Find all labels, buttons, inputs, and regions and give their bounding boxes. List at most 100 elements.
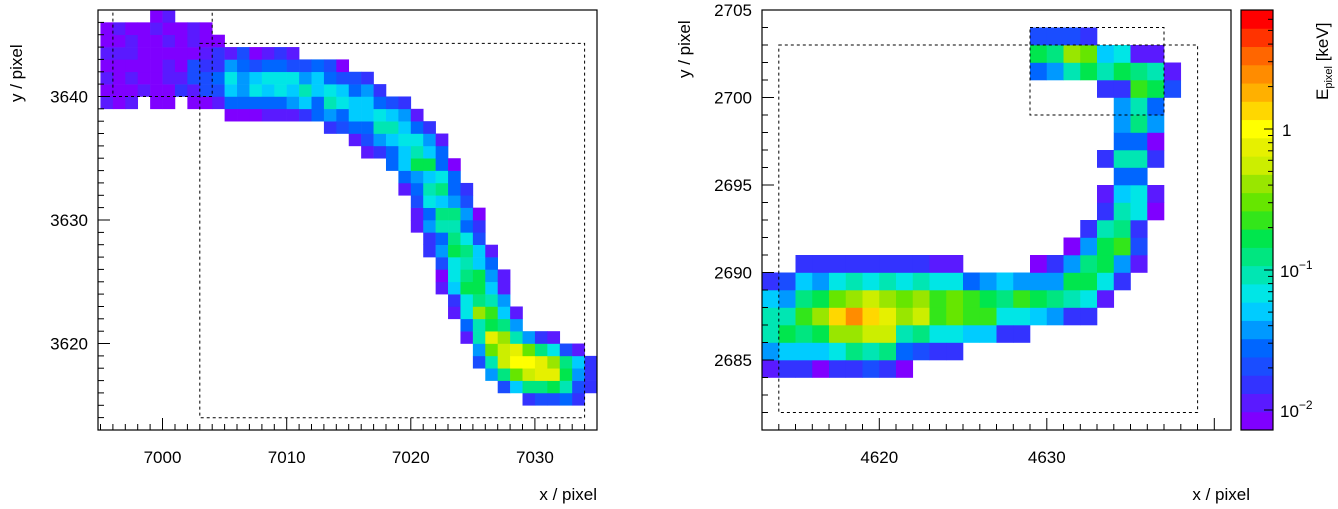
- heatmap-cell: [1013, 307, 1031, 326]
- left-x-axis-label: x / pixel: [539, 485, 597, 504]
- heatmap-cell: [162, 96, 176, 110]
- heatmap-cell: [485, 331, 498, 344]
- colorbar: 1 10−1 10−2 Epixel [keV]: [1240, 9, 1335, 431]
- heatmap-cell: [1130, 237, 1148, 256]
- heatmap-cell: [274, 47, 287, 60]
- heatmap-cell: [1080, 62, 1098, 81]
- heatmap-cell: [472, 207, 486, 221]
- heatmap-cell: [1030, 27, 1048, 46]
- heatmap-cell: [778, 342, 796, 361]
- x-tick-label: 7030: [516, 448, 554, 467]
- heatmap-cell: [879, 342, 897, 361]
- heatmap-cell: [845, 290, 863, 308]
- heatmap-cell: [448, 244, 461, 258]
- heatmap-cell: [879, 290, 897, 308]
- heatmap-cell: [398, 133, 412, 147]
- heatmap-cell: [584, 380, 598, 394]
- heatmap-cell: [485, 281, 498, 295]
- heatmap-cell: [336, 108, 350, 122]
- heatmap-cell: [1113, 167, 1131, 186]
- heatmap-cell: [423, 220, 436, 233]
- heatmap-cell: [435, 182, 449, 196]
- heatmap-cell: [448, 195, 461, 208]
- y-tick-label: 2690: [714, 264, 752, 283]
- heatmap-cell: [274, 71, 287, 85]
- heatmap-cell: [829, 255, 847, 273]
- heatmap-cell: [979, 290, 997, 308]
- heatmap-cell: [1130, 150, 1148, 168]
- roi-box: [1029, 27, 1165, 116]
- heatmap-cell: [162, 34, 176, 48]
- heatmap-cell: [485, 257, 498, 270]
- heatmap-cell: [336, 121, 350, 134]
- heatmap-cell: [472, 244, 486, 258]
- heatmap-cell: [1113, 80, 1131, 98]
- heatmap-cell: [423, 232, 436, 245]
- y-tick-label: 3640: [50, 88, 88, 107]
- heatmap-cell: [559, 343, 573, 357]
- heatmap-cell: [460, 244, 474, 258]
- heatmap-cell: [448, 306, 461, 320]
- heatmap-cell: [795, 255, 813, 273]
- heatmap-cell: [929, 325, 947, 343]
- heatmap-cell: [100, 59, 114, 73]
- right-x-ticks: 4620 4630: [761, 418, 1232, 467]
- heatmap-cell: [896, 325, 914, 343]
- heatmap-cell: [559, 392, 573, 406]
- heatmap-cell: [572, 355, 585, 369]
- heatmap-cell: [199, 47, 213, 60]
- heatmap-cell: [112, 96, 126, 110]
- heatmap-cell: [212, 84, 225, 97]
- heatmap-cell: [534, 380, 548, 394]
- heatmap-cell: [373, 84, 387, 97]
- heatmap-cell: [1113, 62, 1131, 81]
- heatmap-cell: [1063, 255, 1081, 273]
- heatmap-cell: [963, 290, 981, 308]
- heatmap-cell: [547, 343, 561, 357]
- heatmap-cell: [829, 290, 847, 308]
- heatmap-cell: [187, 96, 201, 110]
- heatmap-cell: [410, 170, 424, 184]
- heatmap-cell: [1130, 220, 1148, 238]
- heatmap-cell: [100, 84, 114, 97]
- heatmap-cell: [1046, 290, 1064, 308]
- heatmap-cell: [237, 71, 250, 85]
- heatmap-cell: [199, 22, 213, 35]
- heatmap-cell: [410, 133, 424, 147]
- heatmap-cell: [423, 145, 436, 159]
- heatmap-cell: [534, 392, 548, 406]
- heatmap-cell: [162, 71, 176, 85]
- heatmap-cell: [1097, 237, 1115, 256]
- heatmap-cell: [125, 84, 139, 97]
- heatmap-cell: [812, 272, 830, 291]
- heatmap-cell: [435, 170, 449, 184]
- y-tick-label: 2700: [714, 89, 752, 108]
- heatmap-cell: [1013, 325, 1031, 343]
- heatmap-cell: [1147, 150, 1165, 168]
- heatmap-cell: [472, 331, 486, 344]
- colorbar-color-band: [1241, 174, 1273, 194]
- right-y-axis-label: y / pixel: [675, 20, 694, 78]
- heatmap-cell: [812, 360, 830, 378]
- heatmap-cell: [812, 290, 830, 308]
- colorbar-color-band: [1241, 283, 1273, 303]
- heatmap-cell: [996, 307, 1014, 326]
- heatmap-cell: [522, 392, 536, 406]
- heatmap-cell: [862, 255, 880, 273]
- heatmap-cell: [1113, 220, 1131, 238]
- heatmap-cell: [572, 380, 585, 394]
- heatmap-cell: [1097, 150, 1115, 168]
- heatmap-cell: [510, 343, 523, 357]
- heatmap-cell: [460, 269, 474, 283]
- heatmap-cell: [1030, 307, 1048, 326]
- heatmap-cell: [879, 255, 897, 273]
- heatmap-cell: [361, 121, 374, 134]
- heatmap-cell: [472, 281, 486, 295]
- heatmap-cell: [996, 325, 1014, 343]
- heatmap-cell: [1013, 290, 1031, 308]
- heatmap-cell: [862, 307, 880, 326]
- heatmap-cell: [534, 368, 548, 381]
- heatmap-cell: [946, 255, 964, 273]
- heatmap-cell: [385, 121, 399, 134]
- colorbar-color-band: [1241, 320, 1273, 340]
